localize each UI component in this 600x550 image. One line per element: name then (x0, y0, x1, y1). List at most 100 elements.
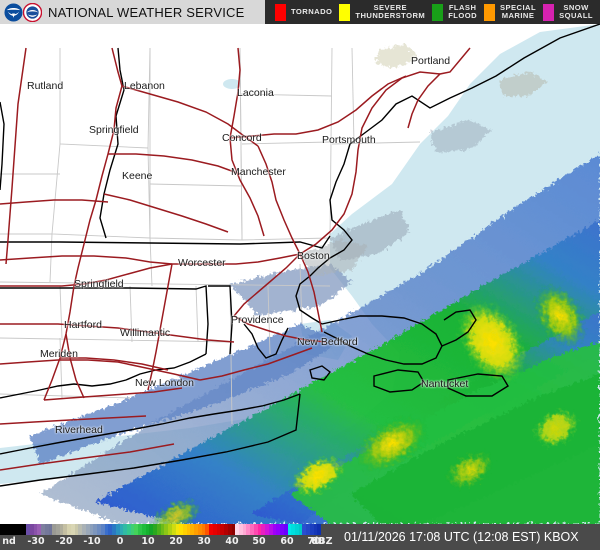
alert-legend-item-flash-flood[interactable]: FLASH FLOOD (432, 0, 484, 24)
dbz-swatch-68 (253, 524, 258, 535)
dbz-swatch-83 (309, 524, 314, 535)
dbz-swatch-4 (14, 524, 19, 535)
dbz-swatch-73 (272, 524, 277, 535)
dbz-swatch-24 (89, 524, 94, 535)
radar-high-reflectivity-cores (151, 284, 586, 524)
dbz-swatch-86 (321, 524, 325, 535)
noaa-seagull-logo (4, 2, 23, 22)
dbz-swatch-61 (227, 524, 232, 535)
dbz-tick--20: -20 (55, 536, 73, 547)
dbz-swatch-51 (190, 524, 195, 535)
dbz-swatch-31 (115, 524, 120, 535)
dbz-swatch-40 (149, 524, 154, 535)
dbz-swatch-20 (74, 524, 79, 535)
dbz-swatch-8 (29, 524, 34, 535)
dbz-swatch-19 (70, 524, 75, 535)
dbz-tick-labels: nd -30 -20 -10 0 10 20 30 40 50 60 70 80 dBZ (0, 535, 340, 550)
severe-thunderstorm-color-swatch (339, 3, 351, 21)
dbz-tick-50: 50 (252, 536, 266, 547)
dbz-swatch-81 (302, 524, 307, 535)
dbz-swatch-39 (145, 524, 150, 535)
dbz-swatch-53 (197, 524, 202, 535)
dbz-units-label: dBZ (311, 536, 333, 547)
dbz-swatch-84 (313, 524, 318, 535)
dbz-swatch-77 (287, 524, 292, 535)
alert-legend-item-tornado[interactable]: TORNADO (274, 0, 339, 24)
dbz-swatch-6 (22, 524, 27, 535)
dbz-swatch-21 (78, 524, 83, 535)
nws-seal-logo (23, 2, 42, 22)
dbz-swatch-46 (171, 524, 176, 535)
dbz-swatch-11 (41, 524, 45, 535)
dbz-swatch-56 (209, 524, 213, 535)
dbz-swatch-88 (328, 524, 333, 535)
dbz-swatch-17 (63, 524, 68, 535)
dbz-swatch-2 (7, 524, 12, 535)
dbz-swatch-37 (138, 524, 142, 535)
alert-legend-item-snow-squall[interactable]: SNOW SQUALL (543, 0, 600, 24)
dbz-tick--10: -10 (83, 536, 101, 547)
dbz-swatch-7 (26, 524, 30, 535)
dbz-tick-0: 0 (116, 536, 124, 547)
agency-title: NATIONAL WEATHER SERVICE (48, 4, 245, 20)
dbz-swatch-72 (268, 524, 273, 535)
alert-label-severe-thunderstorm: SEVERE THUNDERSTORM (355, 2, 426, 20)
county-boundaries (0, 47, 421, 425)
dbz-swatch-79 (295, 524, 299, 535)
dbz-swatch-74 (276, 524, 281, 535)
dbz-swatch-38 (141, 524, 146, 535)
dbz-swatch-78 (291, 524, 296, 535)
dbz-swatch-58 (216, 524, 221, 535)
dbz-swatch-65 (242, 524, 247, 535)
dbz-swatch-59 (220, 524, 225, 535)
dbz-tick-80: 80 (311, 536, 325, 547)
dbz-swatch-48 (179, 524, 183, 535)
dbz-swatch-28 (104, 524, 109, 535)
dbz-swatch-30 (112, 524, 116, 535)
alert-label-special-marine: SPECIAL MARINE (500, 2, 537, 20)
alert-legend-item-special-marine[interactable]: SPECIAL MARINE (484, 0, 543, 24)
dbz-swatch-13 (48, 524, 53, 535)
dbz-tick-40: 40 (225, 536, 239, 547)
dbz-swatch-29 (108, 524, 113, 535)
dbz-swatch-42 (156, 524, 161, 535)
snow-squall-color-swatch (543, 3, 555, 21)
radar-map-canvas[interactable]: Rutland Lebanon Laconia Springfield Conc… (0, 24, 600, 524)
alert-legend-item-severe-thunderstorm[interactable]: SEVERE THUNDERSTORM (339, 0, 432, 24)
dbz-swatch-62 (231, 524, 236, 535)
dbz-swatch-60 (224, 524, 228, 535)
dbz-swatch-41 (153, 524, 157, 535)
radar-reflectivity-layer (30, 44, 600, 524)
dbz-swatch-10 (37, 524, 42, 535)
dbz-swatch-80 (298, 524, 303, 535)
dbz-tick-20: 20 (169, 536, 183, 547)
dbz-swatch-18 (67, 524, 71, 535)
dbz-swatch-69 (257, 524, 262, 535)
dbz-swatch-34 (126, 524, 131, 535)
state-boundaries (0, 24, 600, 487)
dbz-swatch-64 (239, 524, 243, 535)
dbz-swatch-66 (246, 524, 251, 535)
dbz-swatch-14 (52, 524, 57, 535)
dbz-swatch-9 (33, 524, 38, 535)
dbz-swatch-57 (212, 524, 217, 535)
dbz-swatch-82 (306, 524, 310, 535)
dbz-swatch-45 (168, 524, 172, 535)
dbz-tick-10: 10 (141, 536, 155, 547)
highway-network (0, 47, 471, 471)
dbz-swatch-44 (164, 524, 169, 535)
dbz-swatch-27 (100, 524, 105, 535)
flash-flood-color-swatch (432, 3, 444, 21)
dbz-tick-60: 60 (280, 536, 294, 547)
dbz-swatch-26 (97, 524, 101, 535)
dbz-swatch-0 (0, 524, 4, 535)
dbz-swatch-32 (119, 524, 124, 535)
dbz-color-swatches (0, 524, 340, 535)
map-graphics (0, 24, 600, 524)
dbz-swatch-90 (336, 524, 340, 535)
dbz-swatch-71 (265, 524, 269, 535)
dbz-tick-30: 30 (197, 536, 211, 547)
app-header: NATIONAL WEATHER SERVICE TORNADO SEVERE … (0, 0, 600, 24)
dbz-swatch-16 (59, 524, 64, 535)
dbz-swatch-49 (182, 524, 187, 535)
